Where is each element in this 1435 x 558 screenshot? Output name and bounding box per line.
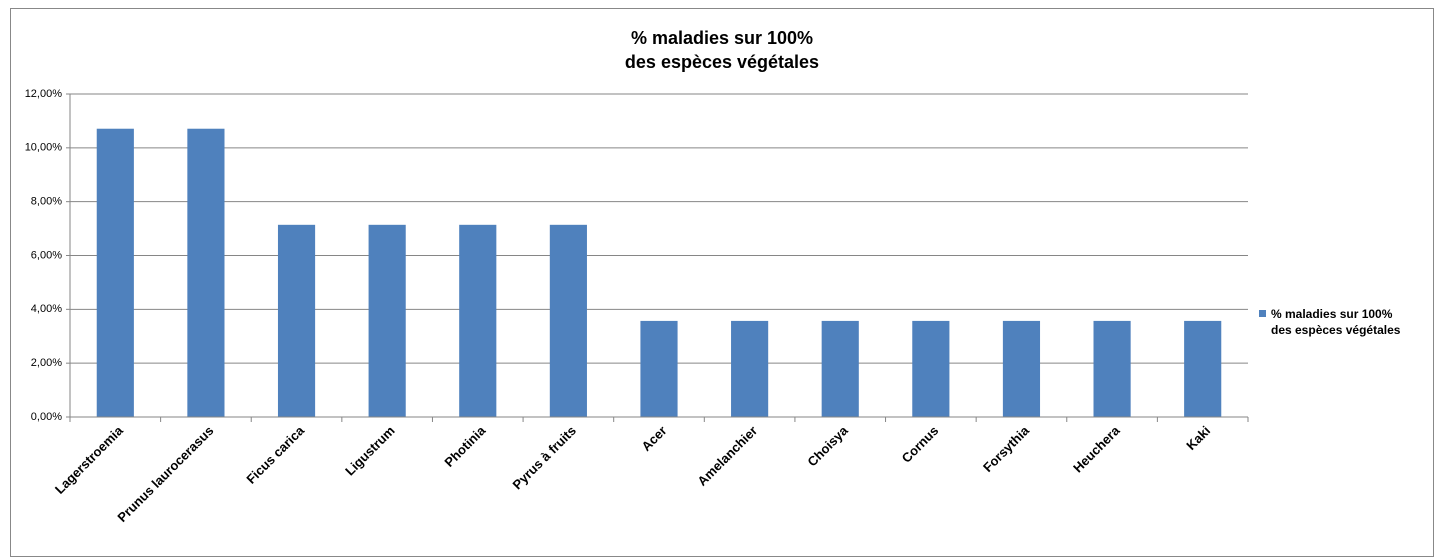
y-tick-label: 2,00% bbox=[31, 357, 62, 369]
bar bbox=[96, 128, 134, 417]
y-tick-label: 8,00% bbox=[31, 196, 62, 208]
bar bbox=[368, 224, 406, 417]
y-tick-label: 4,00% bbox=[31, 303, 62, 315]
x-tick-label: Photinia bbox=[441, 422, 488, 469]
bar bbox=[277, 224, 316, 417]
y-tick-label: 10,00% bbox=[25, 142, 63, 154]
bar bbox=[640, 320, 678, 417]
bar bbox=[731, 320, 769, 417]
x-tick-label: Prunus laurocerasus bbox=[114, 423, 216, 525]
y-tick-label: 12,00% bbox=[25, 88, 63, 100]
x-tick-label: Cornus bbox=[899, 423, 942, 466]
bar bbox=[1184, 320, 1222, 417]
legend-swatch bbox=[1259, 310, 1266, 317]
legend: % maladies sur 100% des espèces végétale… bbox=[1259, 306, 1416, 338]
x-tick-label: Lagerstroemia bbox=[52, 422, 127, 497]
bar bbox=[912, 320, 950, 417]
x-tick-label: Pyrus à fruits bbox=[510, 423, 579, 492]
x-tick-label: Amelanchier bbox=[694, 423, 760, 489]
bar bbox=[187, 128, 225, 417]
x-tick-label: Forsythia bbox=[980, 422, 1033, 475]
bar bbox=[1002, 320, 1041, 417]
x-tick-label: Acer bbox=[638, 423, 669, 454]
x-tick-label: Choisya bbox=[804, 422, 851, 469]
x-tick-label: Kaki bbox=[1183, 423, 1213, 453]
bar bbox=[549, 224, 587, 417]
y-tick-label: 6,00% bbox=[31, 249, 62, 261]
chart-title: % maladies sur 100% des espèces végétale… bbox=[624, 28, 820, 72]
bar bbox=[1093, 320, 1131, 417]
chart-border bbox=[10, 8, 1434, 557]
x-tick-label: Ligustrum bbox=[342, 423, 398, 479]
x-tick-label: Ficus carica bbox=[243, 422, 307, 486]
legend-label: % maladies sur 100% des espèces végétale… bbox=[1271, 307, 1401, 337]
y-tick-label: 0,00% bbox=[31, 411, 62, 423]
bar bbox=[459, 224, 497, 417]
x-tick-label: Heuchera bbox=[1070, 422, 1123, 475]
bar bbox=[821, 320, 859, 417]
